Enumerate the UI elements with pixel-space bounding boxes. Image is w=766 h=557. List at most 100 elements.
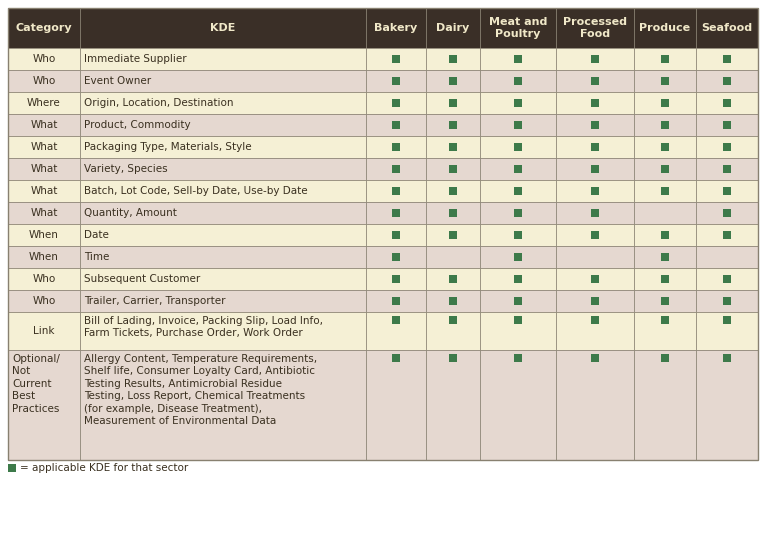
Bar [661, 187, 669, 195]
Bar [723, 165, 731, 173]
Bar [449, 187, 457, 195]
Bar [426, 114, 480, 136]
Bar [556, 202, 634, 224]
Bar [661, 77, 669, 85]
Bar [514, 143, 522, 151]
Bar [80, 180, 366, 202]
Bar [556, 180, 634, 202]
Bar [366, 290, 426, 312]
Bar [556, 290, 634, 312]
Bar [392, 187, 400, 195]
Text: Bakery: Bakery [375, 23, 417, 33]
Bar [426, 350, 480, 460]
Bar [80, 268, 366, 290]
Bar [661, 316, 669, 324]
Text: What: What [31, 186, 57, 196]
Text: = applicable KDE for that sector: = applicable KDE for that sector [20, 463, 188, 473]
Bar [591, 354, 599, 362]
Bar [8, 180, 80, 202]
Bar [366, 92, 426, 114]
Bar [366, 136, 426, 158]
Text: Processed
Food: Processed Food [563, 17, 627, 39]
Bar [392, 275, 400, 283]
Bar [8, 464, 16, 472]
Bar [723, 316, 731, 324]
Bar [696, 8, 758, 48]
Bar [514, 316, 522, 324]
Bar [634, 312, 696, 350]
Bar [591, 165, 599, 173]
Bar [634, 224, 696, 246]
Bar [723, 143, 731, 151]
Text: When: When [29, 252, 59, 262]
Bar [392, 99, 400, 107]
Text: Dairy: Dairy [437, 23, 470, 33]
Bar [480, 180, 556, 202]
Bar [634, 70, 696, 92]
Bar [426, 70, 480, 92]
Bar [392, 231, 400, 239]
Text: Produce: Produce [640, 23, 691, 33]
Bar [80, 202, 366, 224]
Bar [696, 92, 758, 114]
Bar [392, 297, 400, 305]
Text: Allergy Content, Temperature Requirements,
Shelf life, Consumer Loyalty Card, An: Allergy Content, Temperature Requirement… [84, 354, 317, 426]
Bar [591, 275, 599, 283]
Text: Batch, Lot Code, Sell-by Date, Use-by Date: Batch, Lot Code, Sell-by Date, Use-by Da… [84, 186, 308, 196]
Bar [8, 246, 80, 268]
Bar [8, 202, 80, 224]
Bar [480, 290, 556, 312]
Bar [449, 275, 457, 283]
Bar [366, 268, 426, 290]
Bar [634, 114, 696, 136]
Text: What: What [31, 164, 57, 174]
Bar [514, 77, 522, 85]
Bar [696, 224, 758, 246]
Bar [449, 231, 457, 239]
Bar [8, 8, 758, 460]
Bar [480, 224, 556, 246]
Bar [392, 354, 400, 362]
Bar [366, 48, 426, 70]
Bar [426, 312, 480, 350]
Bar [723, 77, 731, 85]
Bar [661, 297, 669, 305]
Bar [8, 224, 80, 246]
Bar [556, 8, 634, 48]
Bar [449, 209, 457, 217]
Bar [696, 136, 758, 158]
Bar [392, 209, 400, 217]
Bar [634, 158, 696, 180]
Bar [634, 136, 696, 158]
Bar [8, 114, 80, 136]
Bar [8, 92, 80, 114]
Bar [514, 209, 522, 217]
Bar [480, 268, 556, 290]
Bar [426, 202, 480, 224]
Bar [723, 275, 731, 283]
Bar [634, 246, 696, 268]
Bar [366, 350, 426, 460]
Bar [591, 121, 599, 129]
Bar [696, 246, 758, 268]
Bar [634, 202, 696, 224]
Bar [366, 158, 426, 180]
Bar [366, 70, 426, 92]
Bar [634, 8, 696, 48]
Bar [480, 158, 556, 180]
Bar [556, 70, 634, 92]
Bar [80, 350, 366, 460]
Bar [556, 158, 634, 180]
Text: Quantity, Amount: Quantity, Amount [84, 208, 177, 218]
Bar [449, 354, 457, 362]
Bar [514, 253, 522, 261]
Bar [514, 55, 522, 63]
Bar [80, 136, 366, 158]
Text: Who: Who [32, 296, 56, 306]
Bar [696, 158, 758, 180]
Bar [723, 354, 731, 362]
Bar [696, 48, 758, 70]
Bar [8, 268, 80, 290]
Bar [392, 77, 400, 85]
Text: Immediate Supplier: Immediate Supplier [84, 54, 187, 64]
